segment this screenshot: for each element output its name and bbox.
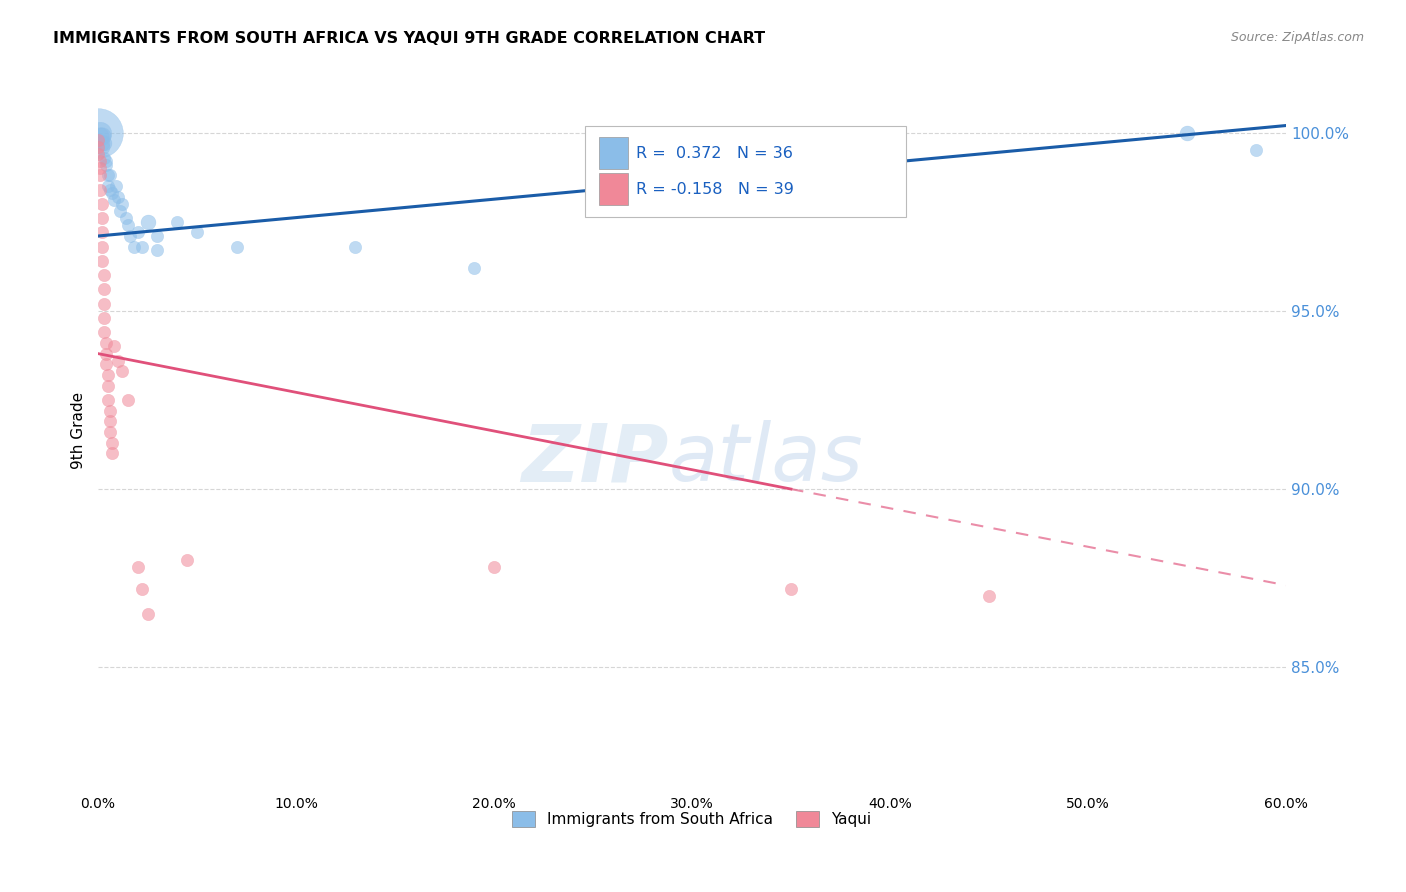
Point bbox=[87, 133, 110, 147]
Point bbox=[176, 553, 198, 567]
Point bbox=[108, 204, 131, 219]
Y-axis label: 9th Grade: 9th Grade bbox=[72, 392, 86, 469]
Legend: Immigrants from South Africa, Yaqui: Immigrants from South Africa, Yaqui bbox=[505, 804, 879, 835]
Point bbox=[101, 446, 124, 460]
Point bbox=[91, 211, 114, 226]
FancyBboxPatch shape bbox=[599, 173, 628, 205]
Point bbox=[136, 607, 159, 621]
Text: Source: ZipAtlas.com: Source: ZipAtlas.com bbox=[1230, 31, 1364, 45]
Point bbox=[463, 261, 485, 276]
Point bbox=[146, 244, 169, 258]
Point bbox=[87, 126, 110, 140]
Point bbox=[98, 403, 121, 417]
Point bbox=[103, 339, 125, 353]
Point bbox=[97, 368, 120, 382]
Point bbox=[93, 283, 115, 297]
Point bbox=[166, 215, 188, 229]
Point bbox=[94, 158, 117, 172]
FancyBboxPatch shape bbox=[585, 127, 905, 217]
Point bbox=[98, 169, 121, 183]
Point bbox=[91, 197, 114, 211]
Point bbox=[101, 186, 124, 201]
Point bbox=[103, 194, 125, 208]
Point bbox=[91, 254, 114, 268]
Point bbox=[1246, 144, 1268, 158]
Point bbox=[93, 151, 115, 165]
Point bbox=[87, 140, 110, 154]
Point bbox=[98, 183, 121, 197]
Point bbox=[87, 147, 110, 161]
Point bbox=[482, 560, 505, 574]
Point bbox=[127, 560, 149, 574]
Point bbox=[93, 325, 115, 339]
Point bbox=[91, 240, 114, 254]
Point bbox=[97, 179, 120, 194]
Point bbox=[111, 197, 134, 211]
Point bbox=[97, 169, 120, 183]
Point bbox=[118, 229, 141, 244]
Point bbox=[114, 211, 136, 226]
Point bbox=[97, 392, 120, 407]
Point bbox=[91, 140, 114, 154]
Point bbox=[107, 353, 129, 368]
Point bbox=[127, 226, 149, 240]
Point bbox=[111, 364, 134, 378]
Point bbox=[91, 226, 114, 240]
Point bbox=[91, 136, 114, 151]
Point bbox=[89, 169, 111, 183]
Text: atlas: atlas bbox=[668, 420, 863, 498]
Point bbox=[146, 229, 169, 244]
Point bbox=[780, 582, 803, 596]
Point bbox=[89, 129, 111, 144]
Point bbox=[117, 392, 139, 407]
Point bbox=[117, 219, 139, 233]
Text: R = -0.158   N = 39: R = -0.158 N = 39 bbox=[636, 182, 794, 197]
Point bbox=[93, 136, 115, 151]
Text: IMMIGRANTS FROM SOUTH AFRICA VS YAQUI 9TH GRADE CORRELATION CHART: IMMIGRANTS FROM SOUTH AFRICA VS YAQUI 9T… bbox=[53, 31, 765, 46]
Point bbox=[94, 357, 117, 371]
Text: R =  0.372   N = 36: R = 0.372 N = 36 bbox=[636, 145, 793, 161]
Point bbox=[122, 240, 145, 254]
Point bbox=[98, 425, 121, 439]
Point bbox=[977, 589, 1000, 603]
Point bbox=[107, 190, 129, 204]
Point bbox=[91, 129, 114, 144]
FancyBboxPatch shape bbox=[599, 137, 628, 169]
Point bbox=[98, 414, 121, 428]
Point bbox=[93, 297, 115, 311]
Point bbox=[93, 268, 115, 283]
Point bbox=[89, 126, 111, 140]
Point bbox=[89, 183, 111, 197]
Text: ZIP: ZIP bbox=[520, 420, 668, 498]
Point bbox=[89, 161, 111, 176]
Point bbox=[94, 346, 117, 360]
Point bbox=[1175, 126, 1198, 140]
Point bbox=[186, 226, 208, 240]
Point bbox=[131, 240, 153, 254]
Point bbox=[89, 154, 111, 169]
Point bbox=[104, 179, 127, 194]
Point bbox=[225, 240, 247, 254]
Point bbox=[94, 154, 117, 169]
Point bbox=[94, 335, 117, 350]
Point bbox=[101, 435, 124, 450]
Point bbox=[131, 582, 153, 596]
Point bbox=[93, 310, 115, 325]
Point bbox=[136, 215, 159, 229]
Point bbox=[97, 378, 120, 392]
Point bbox=[344, 240, 367, 254]
